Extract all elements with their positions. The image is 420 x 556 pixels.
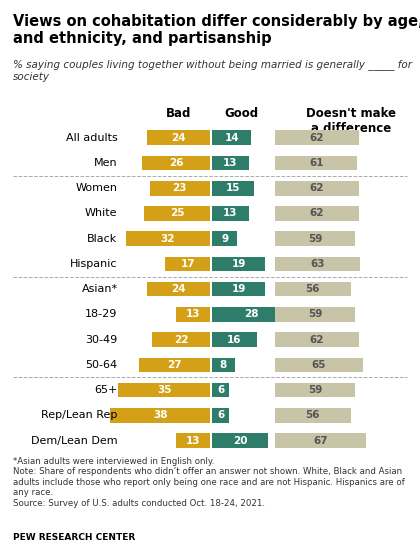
Text: Asian*: Asian* <box>81 284 118 294</box>
Bar <box>212 358 234 372</box>
Text: 17: 17 <box>180 259 195 269</box>
Text: Good: Good <box>224 107 259 120</box>
Text: 23: 23 <box>173 183 187 193</box>
Text: 56: 56 <box>306 284 320 294</box>
Text: 59: 59 <box>308 385 322 395</box>
Bar <box>212 332 257 347</box>
Text: 6: 6 <box>217 385 224 395</box>
Text: 18-29: 18-29 <box>85 309 118 319</box>
Bar <box>142 156 210 170</box>
Text: 61: 61 <box>309 158 323 168</box>
Text: 24: 24 <box>171 133 186 143</box>
Bar <box>275 282 351 296</box>
Bar <box>118 383 210 398</box>
Text: 59: 59 <box>308 309 322 319</box>
Bar <box>275 358 363 372</box>
Bar <box>275 231 355 246</box>
Text: Rep/Lean Rep: Rep/Lean Rep <box>41 410 118 420</box>
Text: Hispanic: Hispanic <box>70 259 118 269</box>
Bar <box>139 358 210 372</box>
Text: 65+: 65+ <box>94 385 118 395</box>
Bar <box>275 383 355 398</box>
Bar <box>275 181 359 196</box>
Bar <box>212 433 268 448</box>
Text: 24: 24 <box>171 284 186 294</box>
Text: Bad: Bad <box>166 107 191 120</box>
Text: 9: 9 <box>221 234 228 244</box>
Bar <box>275 332 359 347</box>
Text: 8: 8 <box>220 360 227 370</box>
Bar <box>176 433 210 448</box>
Bar <box>212 181 254 196</box>
Bar <box>144 206 210 221</box>
Text: Doesn't make
a difference: Doesn't make a difference <box>306 107 396 135</box>
Text: 19: 19 <box>231 259 246 269</box>
Text: 50-64: 50-64 <box>86 360 118 370</box>
Text: 63: 63 <box>310 259 325 269</box>
Bar <box>212 307 291 322</box>
Text: 13: 13 <box>223 158 238 168</box>
Bar <box>275 256 360 271</box>
Bar <box>176 307 210 322</box>
Bar <box>275 408 351 423</box>
Bar <box>147 131 210 145</box>
Text: 59: 59 <box>308 234 322 244</box>
Bar <box>212 206 249 221</box>
Text: Dem/Lean Dem: Dem/Lean Dem <box>31 435 118 445</box>
Text: 19: 19 <box>231 284 246 294</box>
Text: 62: 62 <box>310 208 324 219</box>
Bar <box>212 231 237 246</box>
Text: Women: Women <box>76 183 118 193</box>
Text: Views on cohabitation differ considerably by age, race
and ethnicity, and partis: Views on cohabitation differ considerabl… <box>13 14 420 46</box>
Text: 32: 32 <box>161 234 175 244</box>
Bar <box>126 231 210 246</box>
Text: 16: 16 <box>227 335 242 345</box>
Text: 65: 65 <box>312 360 326 370</box>
Bar <box>212 131 251 145</box>
Text: 38: 38 <box>153 410 168 420</box>
Text: 56: 56 <box>306 410 320 420</box>
Text: 27: 27 <box>167 360 182 370</box>
Bar <box>275 433 365 448</box>
Bar <box>152 332 210 347</box>
Text: 13: 13 <box>186 435 200 445</box>
Text: 20: 20 <box>233 435 247 445</box>
Text: 13: 13 <box>186 309 200 319</box>
Text: 67: 67 <box>313 435 328 445</box>
Bar <box>275 307 355 322</box>
Text: Black: Black <box>87 234 118 244</box>
Bar <box>147 282 210 296</box>
Text: 62: 62 <box>310 183 324 193</box>
Text: 35: 35 <box>157 385 171 395</box>
Text: 6: 6 <box>217 410 224 420</box>
Text: Men: Men <box>94 158 118 168</box>
Bar <box>165 256 210 271</box>
Bar <box>275 206 359 221</box>
Bar <box>150 181 210 196</box>
Text: 15: 15 <box>226 183 240 193</box>
Bar <box>275 156 357 170</box>
Text: 13: 13 <box>223 208 238 219</box>
Text: PEW RESEARCH CENTER: PEW RESEARCH CENTER <box>13 533 135 542</box>
Text: 25: 25 <box>170 208 184 219</box>
Bar <box>212 282 265 296</box>
Bar <box>212 383 229 398</box>
Bar <box>212 156 249 170</box>
Bar <box>212 408 229 423</box>
Text: 62: 62 <box>310 335 324 345</box>
Text: All adults: All adults <box>66 133 118 143</box>
Bar <box>275 131 359 145</box>
Bar <box>110 408 210 423</box>
Text: 22: 22 <box>174 335 189 345</box>
Text: 26: 26 <box>168 158 183 168</box>
Text: 14: 14 <box>224 133 239 143</box>
Text: 28: 28 <box>244 309 259 319</box>
Bar <box>212 256 265 271</box>
Text: White: White <box>85 208 118 219</box>
Text: % saying couples living together without being married is generally _____ for
so: % saying couples living together without… <box>13 59 412 82</box>
Text: 30-49: 30-49 <box>85 335 118 345</box>
Text: *Asian adults were interviewed in English only.
Note: Share of respondents who d: *Asian adults were interviewed in Englis… <box>13 457 404 508</box>
Text: 62: 62 <box>310 133 324 143</box>
